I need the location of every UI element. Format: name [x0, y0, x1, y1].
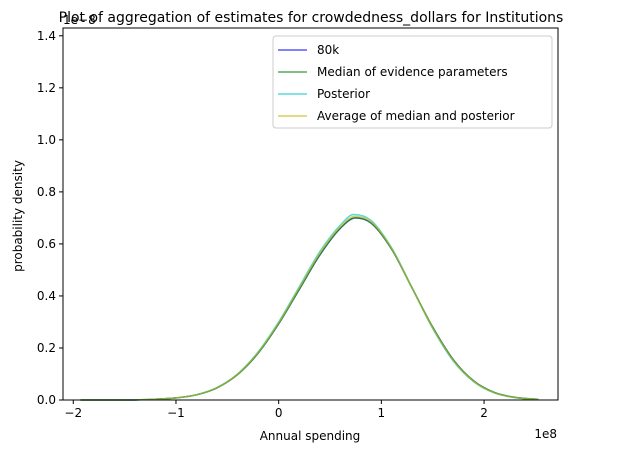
series-line-1 — [80, 217, 539, 401]
legend-label: 80k — [317, 43, 339, 57]
legend-label: Average of median and posterior — [317, 109, 515, 123]
y-tick-label: 1.0 — [37, 133, 56, 147]
series-line-4 — [80, 215, 539, 401]
x-tick-label: 2 — [480, 406, 488, 420]
x-tick-label: −1 — [167, 406, 185, 420]
x-axis: −2 −1 0 1 2 — [64, 400, 488, 420]
x-axis-label: Annual spending — [260, 429, 361, 443]
x-tick-label: −2 — [64, 406, 82, 420]
y-tick-label: 0.4 — [37, 289, 56, 303]
plot-frame — [62, 27, 559, 401]
x-tick-label: 0 — [275, 406, 283, 420]
series-line-2 — [80, 217, 539, 401]
legend: 80k Median of evidence parameters Posterio… — [272, 35, 553, 129]
y-offset-label: 1e−8 — [63, 13, 96, 27]
x-tick-label: 1 — [378, 406, 386, 420]
y-tick-label: 1.2 — [37, 81, 56, 95]
legend-box — [272, 35, 553, 129]
x-offset-label: 1e8 — [534, 427, 557, 441]
y-tick-label: 0.2 — [37, 341, 56, 355]
y-axis: 0.0 0.2 0.4 0.6 0.8 1.0 1.2 1.4 — [37, 29, 63, 407]
legend-label: Posterior — [317, 87, 370, 101]
plot-area — [80, 213, 539, 401]
y-tick-label: 0.6 — [37, 237, 56, 251]
y-tick-label: 0.0 — [37, 393, 56, 407]
chart-title: Plot of aggregation of estimates for cro… — [59, 10, 564, 26]
series-line-3 — [80, 213, 539, 401]
y-tick-label: 0.8 — [37, 185, 56, 199]
legend-label: Median of evidence parameters — [317, 65, 508, 79]
y-tick-label: 1.4 — [37, 29, 56, 43]
y-axis-label: probability density — [11, 160, 25, 272]
